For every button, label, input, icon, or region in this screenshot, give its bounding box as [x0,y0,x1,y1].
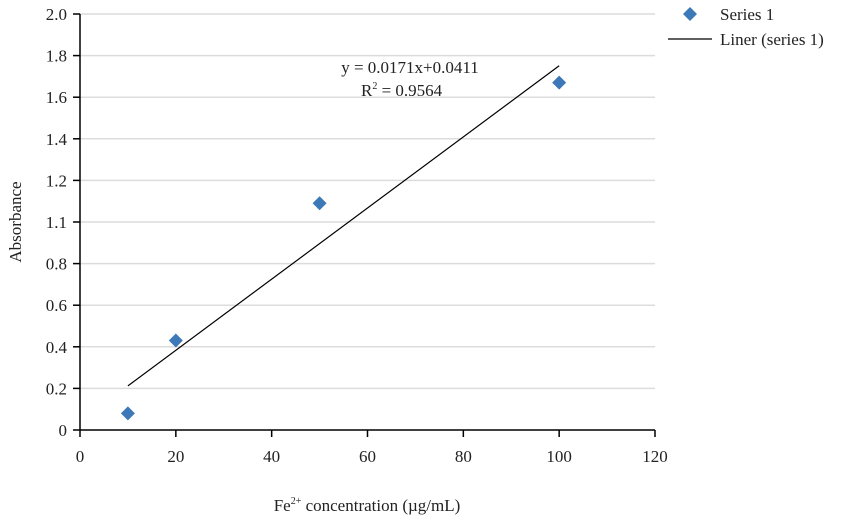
y-tick-label: 1.2 [46,171,67,190]
legend-diamond-marker [683,7,697,21]
y-tick-label: 1.8 [46,47,67,66]
data-point [168,333,183,348]
legend: Series 1 Liner (series 1) [668,5,824,49]
x-tick-label: 60 [359,447,376,466]
x-tick-label: 120 [642,447,668,466]
y-tick-label: 0 [59,421,68,440]
r-squared-label: R2 = 0.9564 [361,81,443,100]
y-tick-label: 0.2 [46,379,67,398]
y-tick-label: 1.6 [46,88,67,107]
data-point [120,406,135,421]
x-tick-label: 20 [167,447,184,466]
data-point [312,196,327,211]
data-point [552,75,567,90]
series-1-points [120,75,567,421]
y-axis-title: Absorbance [6,181,25,262]
x-tick-label: 80 [455,447,472,466]
axes [73,13,656,437]
y-tick-label: 0.6 [46,296,67,315]
trendline [127,65,560,387]
x-tick-label: 40 [263,447,280,466]
x-axis-title: Fe2+ concentration (µg/mL) [274,496,461,515]
trendline-equation: y = 0.0171x+0.0411 [341,58,479,77]
y-tick-label: 0.4 [46,338,68,357]
tick-labels: 0 0.2 0.4 0.6 0.8 1.1 1.2 1.4 1.6 1.8 2.0 0 20 40 60 80… [46,5,668,466]
y-tick-label: 0.8 [46,255,67,274]
legend-trendline: Liner (series 1) [720,30,824,49]
y-tick-label: 1.4 [46,130,68,149]
legend-series-1: Series 1 [720,5,774,24]
x-tick-label: 100 [546,447,572,466]
y-tick-label: 1.1 [46,213,67,232]
y-tick-label: 2.0 [46,5,67,24]
x-tick-label: 0 [76,447,85,466]
